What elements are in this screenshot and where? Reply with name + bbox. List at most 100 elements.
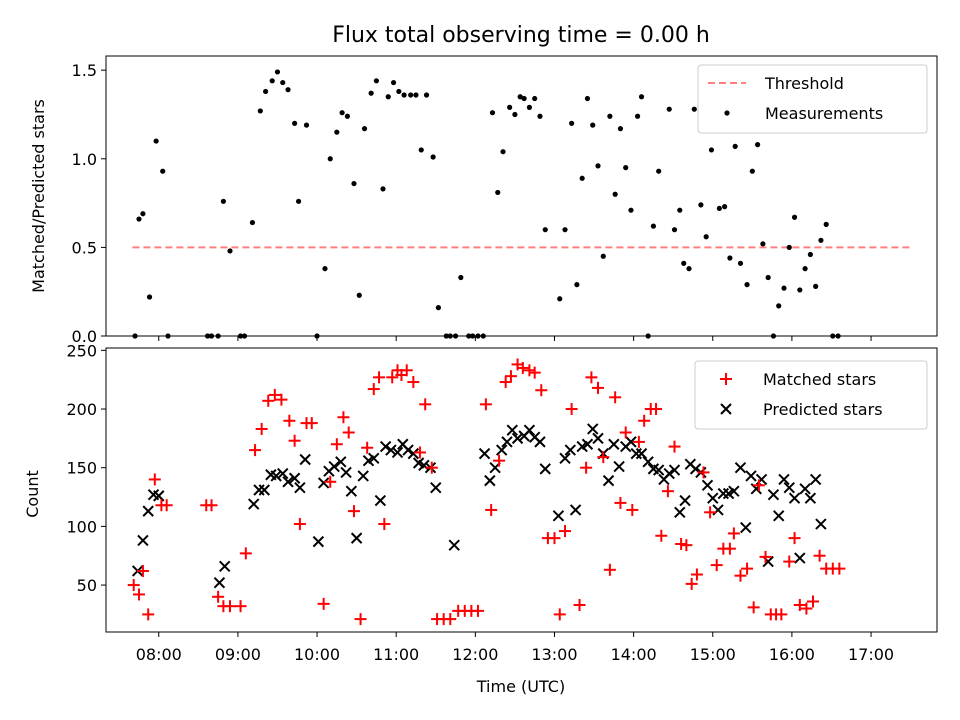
predicted-point bbox=[213, 577, 226, 589]
matched-point bbox=[516, 361, 529, 374]
top-y-tick-label: 1.0 bbox=[72, 150, 97, 169]
measurement-point bbox=[708, 147, 715, 153]
predicted-point bbox=[674, 506, 686, 519]
matched-point bbox=[413, 446, 426, 459]
bottom-x-ticks: 08:00 09:00 10:00 11:00 12:00 13:00 14:00 15:00… bbox=[136, 632, 894, 664]
measurement-point bbox=[584, 95, 591, 102]
matched-point bbox=[407, 376, 420, 389]
measurement-point bbox=[136, 216, 142, 222]
legend-measurements-swatch bbox=[724, 110, 730, 116]
measurement-point bbox=[612, 191, 618, 197]
measurement-point bbox=[458, 274, 464, 281]
predicted-point bbox=[496, 444, 508, 456]
predicted-series bbox=[131, 423, 827, 589]
predicted-point bbox=[613, 460, 625, 473]
top-legend: Threshold Measurements bbox=[697, 64, 928, 134]
predicted-point bbox=[734, 461, 747, 474]
measurement-point bbox=[607, 113, 613, 119]
top-panel: 0.0 0.5 1.0 1.5 Matched/Predicted stars Thr… bbox=[29, 55, 938, 346]
predicted-point bbox=[270, 470, 282, 482]
bottom-y-tick-label: 100 bbox=[66, 517, 97, 536]
measurement-point bbox=[396, 88, 402, 95]
matched-point bbox=[833, 562, 846, 575]
measurement-point bbox=[443, 333, 449, 339]
matched-point bbox=[807, 595, 820, 608]
predicted-point bbox=[587, 423, 599, 435]
predicted-point bbox=[402, 444, 414, 456]
bottom-y-tick-label: 50 bbox=[77, 576, 97, 595]
measurement-point bbox=[760, 241, 766, 247]
matched-point bbox=[493, 454, 506, 467]
x-tick-label: 16:00 bbox=[769, 645, 815, 664]
matched-point bbox=[283, 414, 296, 427]
predicted-point bbox=[282, 476, 294, 488]
measurement-point bbox=[470, 333, 476, 339]
measurement-point bbox=[165, 333, 171, 339]
measurement-point bbox=[140, 211, 146, 217]
bottom-y-tick-label: 200 bbox=[66, 400, 97, 419]
x-tick-label: 14:00 bbox=[611, 645, 657, 664]
x-tick-label: 10:00 bbox=[294, 645, 340, 664]
measurement-point bbox=[280, 79, 286, 86]
predicted-point bbox=[335, 456, 347, 468]
predicted-point bbox=[740, 521, 752, 534]
measurements-series bbox=[132, 69, 841, 339]
predicted-point bbox=[340, 466, 352, 479]
matched-point bbox=[800, 602, 813, 615]
measurement-point bbox=[526, 104, 533, 110]
measurement-point bbox=[401, 92, 407, 98]
legend-threshold-label: Threshold bbox=[764, 74, 844, 93]
predicted-point bbox=[374, 494, 387, 507]
predicted-point bbox=[625, 436, 637, 448]
measurement-point bbox=[204, 333, 211, 339]
matched-point bbox=[255, 422, 268, 435]
matched-point bbox=[741, 562, 754, 575]
matched-point bbox=[528, 366, 541, 379]
top-y-ticks: 0.0 0.5 1.0 1.5 bbox=[72, 61, 106, 346]
chart-title: Flux total observing time = 0.00 h bbox=[332, 23, 710, 48]
matched-point bbox=[127, 579, 140, 592]
predicted-point bbox=[778, 473, 790, 486]
matched-point bbox=[592, 381, 605, 394]
matched-point bbox=[559, 525, 572, 538]
measurement-point bbox=[220, 198, 226, 204]
matched-point bbox=[485, 503, 498, 516]
measurement-point bbox=[263, 88, 269, 95]
matched-point bbox=[626, 503, 639, 516]
measurement-point bbox=[638, 94, 645, 100]
predicted-point bbox=[258, 484, 270, 496]
matched-series bbox=[127, 358, 846, 626]
bottom-panel: 50 100 150 200 250 08:00 09:00 10:00 11:00 12:00… bbox=[23, 341, 938, 696]
legend-measurements-label: Measurements bbox=[765, 104, 883, 123]
measurement-point bbox=[791, 214, 798, 220]
matched-point bbox=[293, 518, 306, 531]
top-y-tick-label: 0.5 bbox=[72, 238, 97, 257]
bottom-y-ticks: 50 100 150 200 250 bbox=[66, 341, 106, 595]
matched-point bbox=[813, 549, 826, 562]
measurement-point bbox=[132, 333, 138, 339]
predicted-point bbox=[523, 424, 536, 436]
predicted-point bbox=[652, 464, 665, 476]
matched-point bbox=[324, 475, 337, 488]
predicted-point bbox=[312, 535, 325, 548]
measurement-point bbox=[698, 202, 704, 208]
predicted-point bbox=[745, 470, 757, 482]
predicted-point bbox=[773, 510, 785, 522]
matched-point bbox=[342, 426, 355, 439]
measurement-point bbox=[691, 106, 697, 112]
measurement-point bbox=[579, 175, 585, 181]
measurement-point bbox=[257, 108, 263, 114]
predicted-point bbox=[448, 539, 460, 551]
matched-point bbox=[655, 529, 668, 542]
measurement-point bbox=[557, 296, 563, 302]
matched-point bbox=[704, 506, 717, 519]
measurement-point bbox=[292, 120, 298, 126]
predicted-point bbox=[511, 432, 524, 445]
predicted-point bbox=[294, 481, 306, 494]
matched-point bbox=[553, 608, 566, 621]
matched-point bbox=[597, 451, 610, 464]
predicted-point bbox=[407, 447, 420, 460]
measurement-point bbox=[146, 294, 153, 300]
measurement-point bbox=[227, 248, 233, 254]
measurement-point bbox=[802, 266, 808, 272]
